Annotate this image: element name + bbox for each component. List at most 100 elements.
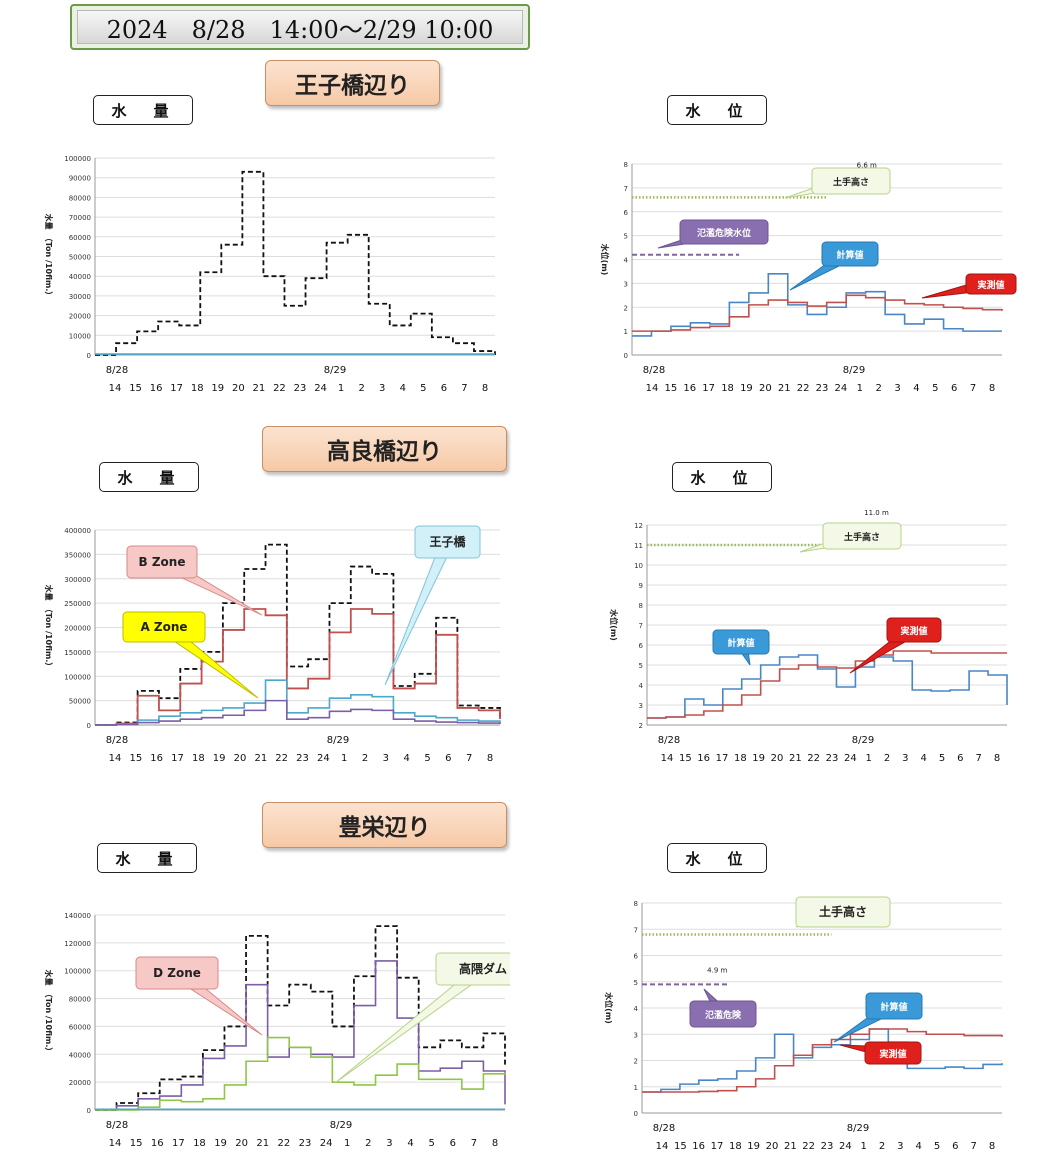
x-tick-label: 20 bbox=[766, 1141, 779, 1152]
y-tick-label: 6 bbox=[639, 642, 644, 650]
x-tick-label: 17 bbox=[170, 383, 183, 394]
callout-box bbox=[821, 241, 879, 267]
x-tick-label: 20 bbox=[234, 753, 247, 764]
y-tick-label: 0 bbox=[87, 1107, 91, 1115]
callout-label: 土手高さ bbox=[819, 904, 867, 919]
x-tick-label: 17 bbox=[711, 1141, 724, 1152]
callout-box bbox=[886, 617, 942, 643]
x-tick-label: 2 bbox=[879, 1141, 885, 1152]
y-tick-label: 1 bbox=[624, 328, 628, 336]
y-tick-label: 2 bbox=[639, 722, 643, 730]
x-tick-label: 21 bbox=[254, 753, 267, 764]
x-tick-label: 5 bbox=[424, 753, 430, 764]
y-tick-label: 140000 bbox=[64, 912, 91, 920]
y-tick-label: 80000 bbox=[69, 996, 91, 1004]
x-tick-label: 4 bbox=[913, 383, 919, 394]
callout-label: A Zone bbox=[140, 620, 187, 634]
x-tick-label: 19 bbox=[752, 753, 765, 764]
x-tick-label: 14 bbox=[109, 753, 122, 764]
callout-label: 計算値 bbox=[836, 249, 863, 261]
x-tick-label: 5 bbox=[932, 383, 938, 394]
x-tick-label: 16 bbox=[692, 1141, 705, 1152]
date-label: 8/28 bbox=[106, 735, 128, 746]
x-tick-label: 21 bbox=[789, 753, 802, 764]
x-tick-label: 7 bbox=[461, 383, 467, 394]
x-tick-label: 2 bbox=[365, 1138, 371, 1149]
x-tick-label: 15 bbox=[130, 1138, 143, 1149]
x-tick-label: 7 bbox=[466, 753, 472, 764]
x-tick-label: 17 bbox=[702, 383, 715, 394]
callout-box bbox=[122, 611, 206, 643]
y-axis-label: 水位(m) bbox=[600, 243, 610, 276]
y-tick-label: 150000 bbox=[64, 649, 91, 657]
callout-box bbox=[679, 219, 769, 245]
x-tick-label: 24 bbox=[317, 753, 330, 764]
x-tick-label: 6 bbox=[951, 383, 957, 394]
x-tick-label: 20 bbox=[235, 1138, 248, 1149]
x-tick-label: 2 bbox=[358, 383, 364, 394]
y-tick-label: 80000 bbox=[69, 194, 91, 202]
series-line-green bbox=[95, 1036, 506, 1111]
callout-label: 実測値 bbox=[879, 1048, 906, 1060]
x-tick-label: 5 bbox=[420, 383, 426, 394]
y-tick-label: 40000 bbox=[69, 1051, 91, 1059]
y-tick-label: 7 bbox=[639, 622, 643, 630]
series-line-dashed bbox=[95, 170, 496, 356]
date-label: 8/29 bbox=[327, 735, 349, 746]
x-tick-label: 6 bbox=[445, 753, 451, 764]
x-tick-label: 23 bbox=[294, 383, 307, 394]
x-tick-label: 14 bbox=[109, 1138, 122, 1149]
y-tick-label: 5 bbox=[634, 979, 638, 987]
x-tick-label: 2 bbox=[362, 753, 368, 764]
x-tick-label: 15 bbox=[665, 383, 678, 394]
callout-box bbox=[414, 525, 481, 559]
callout-box bbox=[865, 992, 923, 1020]
y-tick-label: 6 bbox=[634, 953, 639, 961]
x-tick-label: 23 bbox=[296, 753, 309, 764]
x-tick-label: 22 bbox=[797, 383, 810, 394]
callout-label: 計算値 bbox=[727, 637, 754, 649]
y-tick-label: 2 bbox=[624, 304, 628, 312]
y-tick-label: 90000 bbox=[69, 175, 91, 183]
header-banner: 2024 8/28 14:00～2/29 10:00 bbox=[70, 4, 530, 50]
x-tick-label: 8 bbox=[994, 753, 1000, 764]
callout-pointer bbox=[384, 538, 454, 686]
y-tick-label: 6 bbox=[624, 209, 629, 217]
callout-box bbox=[712, 629, 770, 655]
callout-label: 土手高さ bbox=[844, 531, 880, 543]
series-line-cyan bbox=[95, 679, 501, 726]
y-tick-label: 40000 bbox=[69, 273, 91, 281]
x-tick-label: 1 bbox=[865, 753, 871, 764]
date-label: 8/28 bbox=[643, 365, 665, 376]
y-tick-label: 8 bbox=[634, 900, 638, 908]
x-tick-label: 16 bbox=[151, 1138, 164, 1149]
callout-box bbox=[135, 956, 219, 990]
y-tick-label: 60000 bbox=[69, 1023, 91, 1031]
x-tick-label: 3 bbox=[897, 1141, 903, 1152]
y-tick-label: 50000 bbox=[69, 698, 91, 706]
callout-label: 高隈ダム bbox=[459, 961, 507, 976]
callout-label: 実測値 bbox=[900, 625, 927, 637]
x-tick-label: 23 bbox=[821, 1141, 834, 1152]
x-tick-label: 3 bbox=[379, 383, 385, 394]
callout-box bbox=[435, 952, 510, 986]
callout-box bbox=[795, 896, 891, 928]
x-tick-label: 16 bbox=[683, 383, 696, 394]
y-tick-label: 400000 bbox=[64, 527, 91, 535]
x-tick-label: 3 bbox=[902, 753, 908, 764]
date-label: 8/28 bbox=[658, 735, 680, 746]
x-tick-label: 1 bbox=[344, 1138, 350, 1149]
callout-label: 計算値 bbox=[880, 1001, 907, 1013]
x-tick-label: 22 bbox=[275, 753, 288, 764]
x-tick-label: 1 bbox=[338, 383, 344, 394]
y-tick-label: 7 bbox=[634, 926, 638, 934]
x-tick-label: 2 bbox=[875, 383, 881, 394]
series-line-measured bbox=[632, 294, 1003, 332]
x-tick-label: 8 bbox=[487, 753, 493, 764]
y-tick-label: 10 bbox=[634, 562, 643, 570]
x-tick-label: 8 bbox=[989, 1141, 995, 1152]
date-label: 8/28 bbox=[653, 1123, 675, 1134]
series-line-dashed bbox=[95, 925, 506, 1111]
x-tick-label: 21 bbox=[256, 1138, 269, 1149]
y-tick-label: 7 bbox=[624, 185, 628, 193]
